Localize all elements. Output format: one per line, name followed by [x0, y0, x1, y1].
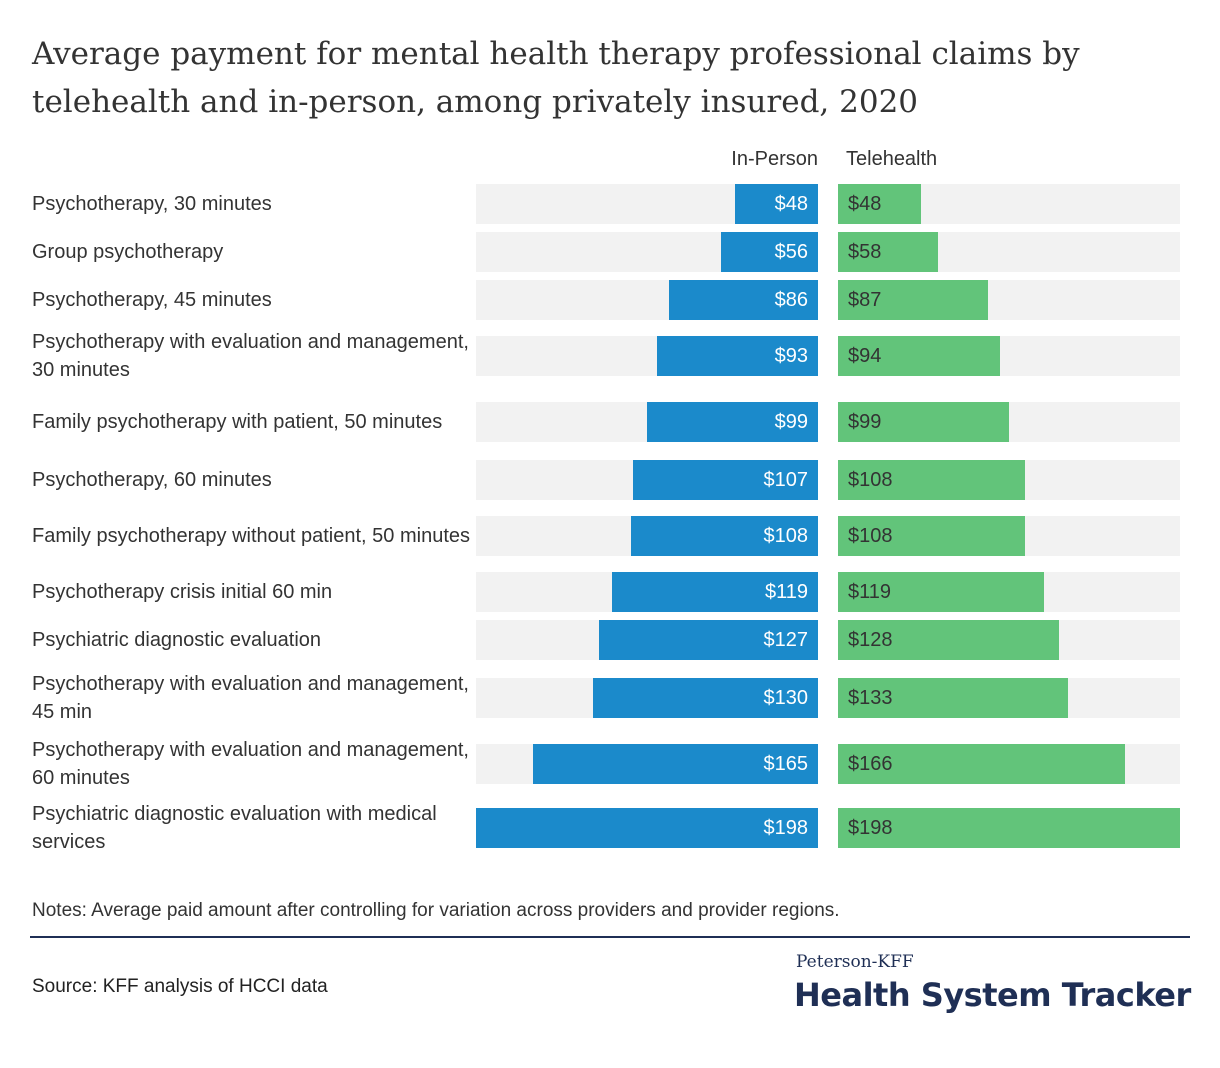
category-label: Psychotherapy crisis initial 60 min [32, 581, 333, 603]
chart-row: Psychotherapy, 30 minutes $48 $48 [0, 174, 1220, 234]
in-person-track: $130 [476, 678, 818, 718]
chart-row: Psychotherapy with evaluation and manage… [0, 668, 1220, 728]
chart-row: Family psychotherapy without patient, 50… [0, 506, 1220, 566]
telehealth-track: $99 [838, 402, 1180, 442]
telehealth-bar: $166 [838, 744, 1125, 784]
telehealth-track: $166 [838, 744, 1180, 784]
in-person-track: $165 [476, 744, 818, 784]
chart-row: Group psychotherapy $56 $58 [0, 222, 1220, 282]
telehealth-track: $108 [838, 460, 1180, 500]
chart-notes: Notes: Average paid amount after control… [32, 900, 840, 921]
chart-row: Psychiatric diagnostic evaluation with m… [0, 798, 1220, 858]
chart-row: Psychotherapy crisis initial 60 min $119 $… [0, 562, 1220, 622]
in-person-bar: $48 [735, 184, 818, 224]
in-person-track: $93 [476, 336, 818, 376]
in-person-track: $127 [476, 620, 818, 660]
in-person-bar: $56 [721, 232, 818, 272]
in-person-bar: $86 [669, 280, 818, 320]
in-person-track: $108 [476, 516, 818, 556]
telehealth-track: $48 [838, 184, 1180, 224]
column-header-telehealth: Telehealth [846, 148, 938, 170]
in-person-bar: $130 [593, 678, 818, 718]
category-label: Psychotherapy, 45 minutes [32, 289, 272, 311]
chart-row: Psychotherapy, 45 minutes $86 $87 [0, 270, 1220, 330]
category-label: Family psychotherapy without patient, 50… [32, 525, 470, 547]
in-person-bar: $127 [599, 620, 818, 660]
category-label: Psychotherapy with evaluation and manage… [32, 673, 469, 723]
in-person-bar: $99 [647, 402, 818, 442]
telehealth-bar: $87 [838, 280, 988, 320]
telehealth-bar: $198 [838, 808, 1180, 848]
telehealth-track: $108 [838, 516, 1180, 556]
chart-row: Family psychotherapy with patient, 50 mi… [0, 392, 1220, 452]
telehealth-track: $133 [838, 678, 1180, 718]
category-label: Psychiatric diagnostic evaluation with m… [32, 803, 437, 853]
category-label: Psychotherapy with evaluation and manage… [32, 331, 469, 381]
in-person-track: $198 [476, 808, 818, 848]
telehealth-bar: $58 [838, 232, 938, 272]
telehealth-bar: $108 [838, 460, 1025, 500]
in-person-track: $56 [476, 232, 818, 272]
category-label: Psychiatric diagnostic evaluation [32, 629, 322, 651]
in-person-bar: $119 [612, 572, 818, 612]
category-label: Group psychotherapy [32, 241, 224, 263]
chart-source: Source: KFF analysis of HCCI data [32, 976, 328, 997]
chart-row: Psychotherapy with evaluation and manage… [0, 734, 1220, 794]
telehealth-track: $119 [838, 572, 1180, 612]
in-person-track: $48 [476, 184, 818, 224]
in-person-bar: $93 [657, 336, 818, 376]
telehealth-track: $198 [838, 808, 1180, 848]
telehealth-bar: $119 [838, 572, 1044, 612]
chart-row: Psychotherapy, 60 minutes $107 $108 [0, 450, 1220, 510]
category-label: Family psychotherapy with patient, 50 mi… [32, 411, 443, 433]
logo-tracker-name: Health System Tracker [794, 976, 1191, 1014]
telehealth-track: $128 [838, 620, 1180, 660]
in-person-track: $86 [476, 280, 818, 320]
column-header-in-person: In-Person [731, 148, 818, 170]
in-person-track: $99 [476, 402, 818, 442]
in-person-bar: $165 [533, 744, 818, 784]
chart-row: Psychiatric diagnostic evaluation $127 $12… [0, 610, 1220, 670]
telehealth-bar: $128 [838, 620, 1059, 660]
chart-row: Psychotherapy with evaluation and manage… [0, 326, 1220, 386]
telehealth-track: $94 [838, 336, 1180, 376]
telehealth-track: $87 [838, 280, 1180, 320]
telehealth-bar: $48 [838, 184, 921, 224]
in-person-bar: $198 [476, 808, 818, 848]
logo-publisher-name: Peterson-KFF [796, 952, 914, 972]
category-label: Psychotherapy with evaluation and manage… [32, 739, 469, 789]
in-person-bar: $108 [631, 516, 818, 556]
chart-title: Average payment for mental health therap… [32, 36, 1080, 120]
telehealth-bar: $108 [838, 516, 1025, 556]
footer-divider [30, 936, 1190, 938]
in-person-bar: $107 [633, 460, 818, 500]
telehealth-bar: $94 [838, 336, 1000, 376]
in-person-track: $119 [476, 572, 818, 612]
category-label: Psychotherapy, 60 minutes [32, 469, 272, 491]
telehealth-bar: $133 [838, 678, 1068, 718]
telehealth-track: $58 [838, 232, 1180, 272]
in-person-track: $107 [476, 460, 818, 500]
telehealth-bar: $99 [838, 402, 1009, 442]
category-label: Psychotherapy, 30 minutes [32, 193, 272, 215]
